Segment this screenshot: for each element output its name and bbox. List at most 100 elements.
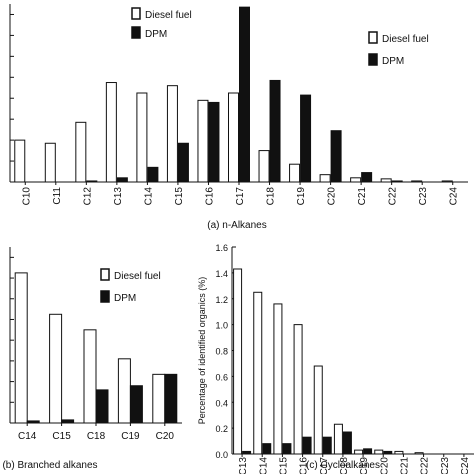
- bar-diesel-fuel: [394, 450, 404, 455]
- legend-label-dpm: DPM: [382, 56, 404, 67]
- legend-swatch-diesel-fuel: [368, 31, 378, 44]
- bar-diesel-fuel: [49, 313, 63, 424]
- bar-diesel-fuel: [350, 177, 362, 183]
- x-tick-label: C12: [82, 187, 93, 206]
- bar-diesel-fuel: [414, 452, 424, 455]
- bar-dpm: [239, 6, 250, 183]
- y-tick-label: 1.6: [215, 243, 228, 253]
- bar-dpm: [164, 373, 178, 424]
- panel-caption: (b) Branched alkanes: [2, 460, 97, 471]
- x-tick-label: C11: [52, 187, 63, 205]
- bar-diesel-fuel: [293, 324, 303, 455]
- legend-swatch-dpm: [100, 290, 110, 303]
- x-tick-label: C23: [418, 187, 429, 206]
- panel-b: C14 C15 C18 C19 C20 Diesel fuel DPM (b) Branche…: [2, 247, 182, 471]
- y-tick-label: 1.4: [215, 269, 228, 279]
- panel-caption: (c) Cycloalkanes: [306, 460, 380, 471]
- bar-dpm: [330, 130, 342, 183]
- x-tick-label: C20: [379, 457, 390, 474]
- bar-dpm: [129, 385, 143, 424]
- x-tick-label: C22: [420, 457, 431, 474]
- bar-diesel-fuel: [319, 174, 331, 183]
- x-tick-label: C14: [258, 457, 269, 474]
- x-tick-label: C23: [440, 457, 451, 474]
- y-tick-label: 0.4: [215, 398, 228, 408]
- x-tick-label: C21: [357, 187, 368, 206]
- x-tick-label: C14: [143, 187, 154, 206]
- bar-dpm: [86, 180, 98, 183]
- x-tick-label: C10: [21, 187, 32, 206]
- bar-diesel-fuel: [105, 82, 117, 183]
- x-tick-label: C22: [388, 187, 399, 206]
- bar-diesel-fuel: [374, 449, 384, 455]
- bar-diesel-fuel: [333, 423, 343, 455]
- bar-diesel-fuel: [197, 99, 209, 183]
- x-tick-label: C17: [319, 457, 330, 474]
- bar-dpm: [363, 448, 373, 455]
- bar-diesel-fuel: [258, 150, 270, 183]
- bar-dpm: [262, 443, 272, 455]
- x-tick-label: C19: [359, 457, 370, 474]
- bar-dpm: [208, 101, 220, 183]
- panel-caption: (a) n-Alkanes: [207, 220, 266, 231]
- legend-label-dpm: DPM: [114, 293, 136, 304]
- legend-swatch-dpm: [131, 26, 141, 39]
- bar-dpm: [383, 450, 393, 455]
- bar-diesel-fuel: [313, 365, 323, 455]
- x-tick-label: C17: [235, 187, 246, 206]
- bar-diesel-fuel: [83, 329, 97, 424]
- x-tick-label: C24: [460, 457, 471, 474]
- bar-dpm: [116, 177, 128, 183]
- legend-swatch-diesel-fuel: [100, 268, 110, 281]
- bar-dpm: [302, 436, 312, 455]
- bar-diesel-fuel: [166, 85, 178, 183]
- bar-diesel-fuel: [75, 121, 87, 183]
- bar-diesel-fuel: [380, 178, 392, 183]
- bar-dpm: [26, 420, 40, 424]
- legend-label-diesel-fuel: Diesel fuel: [114, 271, 161, 282]
- bar-diesel-fuel: [289, 163, 301, 183]
- bar-diesel-fuel: [117, 358, 131, 424]
- x-tick-label: C21: [399, 457, 410, 474]
- x-tick-label: C20: [327, 187, 338, 206]
- y-tick-label: 1.2: [215, 295, 228, 305]
- y-tick-label: 1.0: [215, 321, 228, 331]
- x-tick-label: C14: [18, 431, 37, 442]
- y-tick-label: 0.8: [215, 347, 228, 357]
- x-tick-label: C16: [204, 187, 215, 206]
- bar-diesel-fuel: [228, 92, 239, 183]
- bar-dpm: [95, 389, 109, 424]
- x-tick-label: C15: [174, 187, 185, 206]
- bar-diesel-fuel: [253, 291, 263, 455]
- bar-dpm: [61, 419, 75, 424]
- bar-dpm: [269, 79, 281, 183]
- legend-label-dpm: DPM: [145, 29, 167, 40]
- bar-diesel-fuel: [152, 373, 166, 424]
- bar-diesel-fuel: [14, 272, 28, 424]
- bar-diesel-fuel: [14, 139, 26, 183]
- bar-dpm: [361, 172, 373, 183]
- bar-diesel-fuel: [273, 303, 283, 455]
- x-tick-label: C19: [296, 187, 307, 206]
- legend-label-diesel-fuel: Diesel fuel: [382, 34, 429, 45]
- x-tick-label: C18: [266, 187, 277, 206]
- x-tick-label: C18: [339, 457, 350, 474]
- legend-label-diesel-fuel: Diesel fuel: [145, 10, 192, 21]
- x-tick-label: C15: [278, 457, 289, 474]
- x-tick-label: C13: [238, 457, 249, 474]
- y-tick-label: 0.0: [215, 450, 228, 460]
- bar-diesel-fuel: [233, 268, 243, 455]
- x-tick-label: C15: [52, 431, 71, 442]
- y-axis-label: Percentage of identified organics (%): [197, 277, 207, 425]
- bar-dpm: [342, 431, 352, 455]
- x-tick-label: C16: [299, 457, 310, 474]
- bar-dpm: [242, 450, 252, 455]
- bar-dpm: [147, 166, 159, 183]
- x-tick-label: C13: [113, 187, 124, 206]
- bar-dpm: [391, 180, 403, 183]
- panel-c: 0.0 0.2 0.4 0.6 0.8 1.0 1.2 1.4 1.6 C13 C14 C15 C16 C…: [197, 31, 474, 474]
- y-tick-label: 0.6: [215, 372, 228, 382]
- legend-swatch-diesel-fuel: [131, 7, 141, 20]
- bar-diesel-fuel: [44, 142, 56, 183]
